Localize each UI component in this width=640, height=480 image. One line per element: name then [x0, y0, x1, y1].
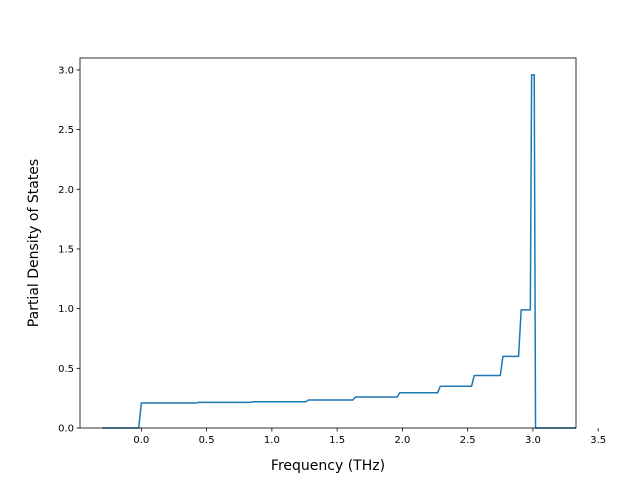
x-tick-label: 2.5	[460, 435, 476, 446]
series-layer	[102, 73, 576, 429]
y-tick-label: 1.5	[58, 244, 74, 255]
x-tick-label: 3.0	[525, 435, 541, 446]
x-axis-label: Frequency (THz)	[271, 458, 385, 474]
plot-frame	[79, 57, 577, 429]
series-line-0	[102, 73, 576, 429]
y-tick-label: 3.0	[58, 65, 74, 76]
x-tick-label: 0.5	[199, 435, 215, 446]
plot-background	[80, 58, 576, 428]
x-tick-label: 1.5	[329, 435, 345, 446]
y-tick-label: 0.0	[58, 424, 74, 435]
y-tick-label: 2.5	[58, 125, 74, 136]
y-axis-label: Partial Density of States	[26, 159, 42, 327]
y-tick-label: 2.0	[58, 185, 74, 196]
x-axis-ticks: 0.0 0.5 1.0 1.5 2.0 2.5 3.0 3.5	[133, 428, 606, 446]
y-tick-label: 0.5	[58, 364, 74, 375]
y-tick-label: 1.0	[58, 304, 74, 315]
y-axis-ticks: 0.0 0.5 1.0 1.5 2.0 2.5 3.0	[58, 65, 80, 435]
x-tick-label: 2.0	[394, 435, 410, 446]
x-tick-label: 1.0	[264, 435, 280, 446]
x-tick-label: 0.0	[133, 435, 149, 446]
x-tick-label: 3.5	[590, 435, 606, 446]
